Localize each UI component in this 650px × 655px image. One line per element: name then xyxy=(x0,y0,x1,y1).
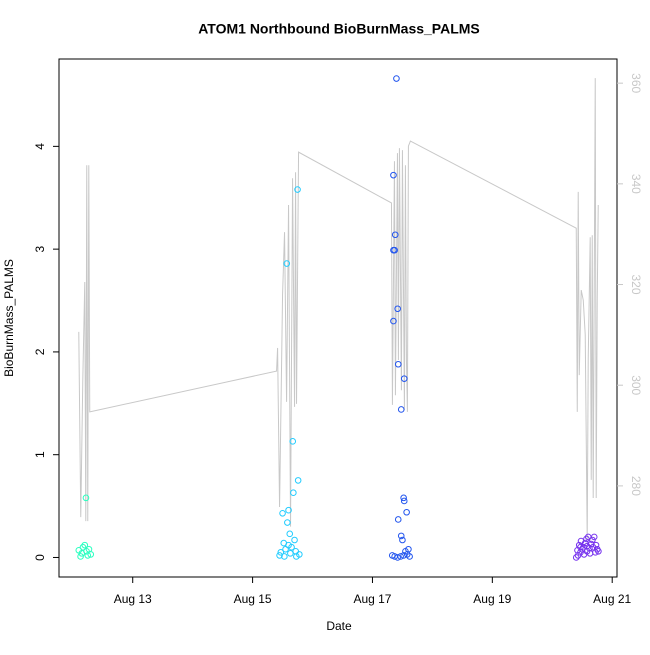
point xyxy=(400,375,408,382)
y2-tick-label: 360 xyxy=(629,73,643,93)
y2-tick-label: 280 xyxy=(629,476,643,496)
point xyxy=(595,548,602,555)
point xyxy=(289,438,297,445)
point xyxy=(397,532,405,540)
point xyxy=(390,317,397,325)
x-axis-label: Date xyxy=(326,619,352,633)
point xyxy=(406,553,413,560)
point xyxy=(583,542,591,550)
point xyxy=(294,186,301,193)
point xyxy=(290,489,297,497)
point xyxy=(572,554,580,561)
y-tick-label: 2 xyxy=(33,348,47,355)
point xyxy=(84,552,92,559)
point xyxy=(399,536,406,544)
point xyxy=(397,553,404,560)
y2-tick-label: 300 xyxy=(629,375,643,395)
point xyxy=(394,305,401,313)
x-tick-label: Aug 15 xyxy=(234,592,272,606)
x-tick-label: Aug 17 xyxy=(353,592,391,606)
point xyxy=(391,231,399,239)
point xyxy=(577,543,584,551)
y-axis-label: BioBurnMass_PALMS xyxy=(2,259,16,377)
point xyxy=(81,541,89,549)
point xyxy=(285,506,292,514)
point xyxy=(277,549,285,556)
point xyxy=(284,519,291,526)
point xyxy=(394,360,402,368)
point xyxy=(592,541,600,549)
point xyxy=(405,545,412,553)
y2-tick-label: 320 xyxy=(629,275,643,295)
point xyxy=(296,551,303,558)
point xyxy=(400,497,408,505)
point xyxy=(583,535,590,543)
point xyxy=(286,530,294,538)
point xyxy=(79,543,87,551)
point xyxy=(397,406,405,413)
point xyxy=(394,554,401,561)
point xyxy=(291,536,298,544)
plot-frame xyxy=(58,58,618,578)
y-tick-label: 0 xyxy=(33,554,47,561)
y2-tick-label: 340 xyxy=(629,174,643,194)
x-tick-label: Aug 13 xyxy=(114,592,152,606)
point xyxy=(87,551,95,558)
point xyxy=(82,494,90,502)
point xyxy=(279,509,286,517)
point xyxy=(283,260,291,267)
point xyxy=(281,553,288,560)
point xyxy=(403,508,410,516)
point xyxy=(590,533,598,541)
point xyxy=(285,541,292,549)
x-tick-label: Aug 19 xyxy=(473,592,511,606)
point xyxy=(391,246,398,254)
point xyxy=(394,516,402,523)
chart-title: ATOM1 Northbound BioBurnMass_PALMS xyxy=(198,21,480,37)
point xyxy=(393,75,400,82)
point xyxy=(287,550,294,557)
point xyxy=(294,477,302,484)
point xyxy=(580,543,587,551)
point xyxy=(390,171,397,179)
point xyxy=(276,552,283,559)
y-tick-label: 3 xyxy=(33,245,47,252)
y-tick-label: 4 xyxy=(33,143,47,150)
point xyxy=(400,552,407,559)
point xyxy=(400,494,407,502)
point xyxy=(77,553,84,560)
x-tick-label: Aug 21 xyxy=(593,592,631,606)
line-series xyxy=(78,78,599,540)
y-tick-label: 1 xyxy=(33,451,47,458)
